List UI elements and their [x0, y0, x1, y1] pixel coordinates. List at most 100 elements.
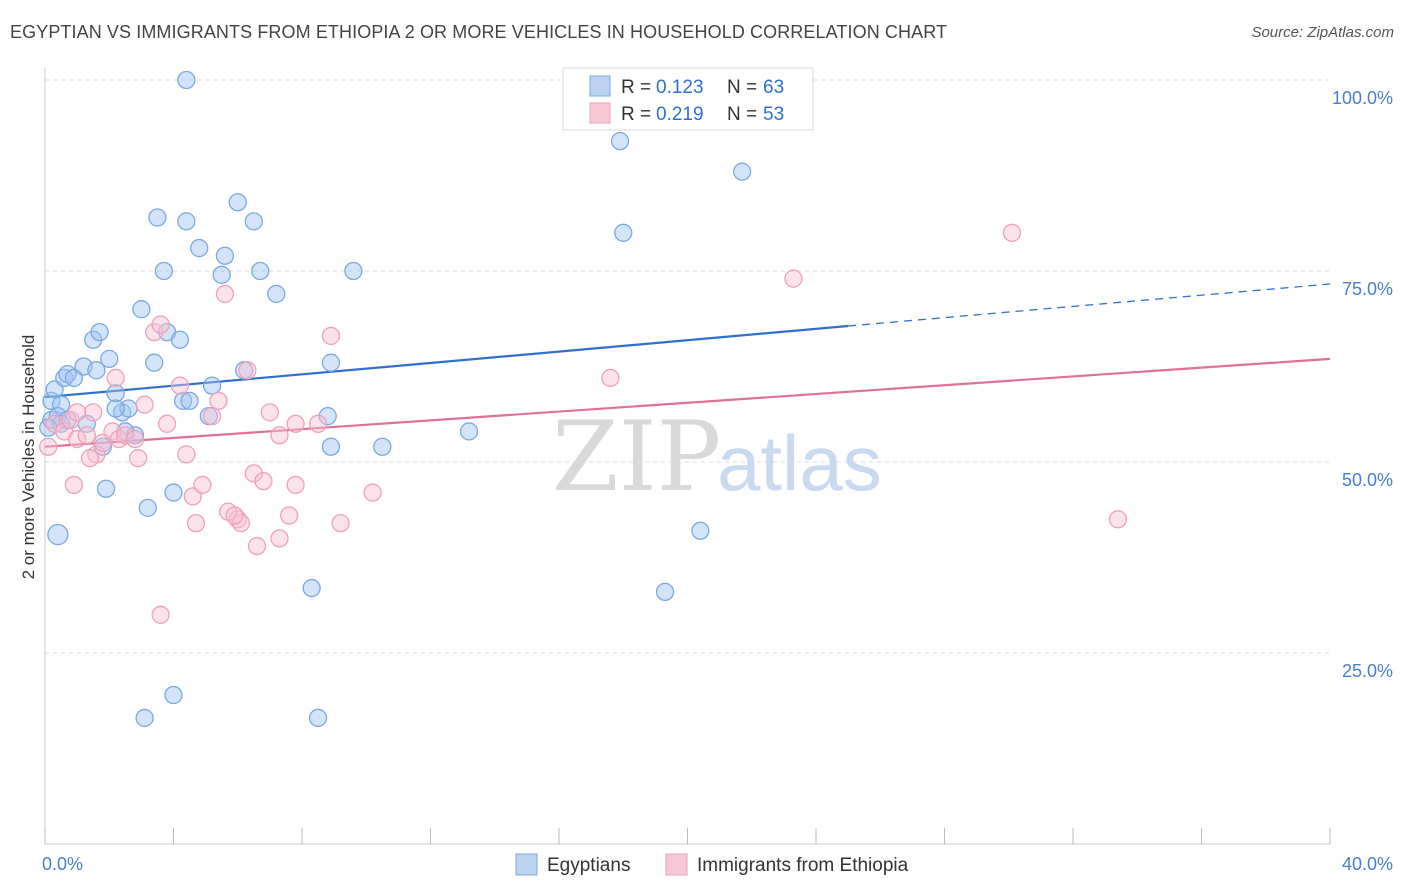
chart-title: EGYPTIAN VS IMMIGRANTS FROM ETHIOPIA 2 O… [10, 22, 948, 42]
ethiopia-point-32 [286, 475, 305, 495]
egyptians-point-59 [164, 483, 183, 502]
ethiopia-point-6 [84, 403, 103, 422]
egyptians-point-15 [106, 384, 125, 403]
ethiopia-point-46 [270, 529, 289, 548]
series-label-egyptians: Egyptians [547, 855, 630, 876]
egyptians-point-43 [318, 407, 337, 426]
source-credit: Source: ZipAtlas.com [1251, 24, 1394, 41]
egyptians-point-50 [732, 162, 752, 181]
ethiopia-point-13 [135, 395, 154, 414]
egyptians-point-48 [610, 131, 630, 151]
ethiopia-point-21 [202, 407, 222, 426]
egyptians-point-31 [177, 212, 196, 231]
egyptians-point-53 [302, 578, 321, 598]
egyptians-point-51 [691, 521, 710, 540]
egyptians-point-38 [244, 212, 263, 231]
egyptians-point-56 [308, 708, 328, 728]
y-axis-label: 2 or more Vehicles in Household [19, 335, 38, 580]
egyptians-point-44 [321, 437, 341, 456]
ethiopia-point-47 [601, 368, 620, 388]
ethiopia-point-49 [1002, 223, 1022, 242]
egyptians-point-33 [202, 376, 222, 395]
ethiopia-point-38 [80, 449, 100, 468]
x-tick-label-max: 40.0% [1342, 854, 1393, 874]
ethiopia-point-37 [106, 368, 125, 388]
y-tick-label-2: 50.0% [1342, 470, 1393, 490]
egyptians-point-35 [215, 246, 235, 265]
egyptians-point-52 [655, 582, 675, 602]
egyptians-point-25 [148, 208, 167, 227]
egyptians-point-49 [614, 223, 633, 242]
data-points [39, 70, 1128, 728]
egyptians-point-29 [173, 391, 193, 411]
ethiopia-point-48 [784, 269, 803, 288]
y-tick-label-1: 75.0% [1342, 279, 1393, 299]
legend-n-value-1: 63 [763, 77, 784, 98]
egyptians-point-58 [138, 498, 157, 517]
ethiopia-point-30 [279, 506, 299, 525]
legend-n-label-1: N = [727, 77, 757, 98]
egyptians-point-40 [267, 284, 286, 304]
ethiopia-point-42 [186, 513, 206, 533]
egyptians-point-0 [42, 391, 61, 411]
ethiopia-point-20 [193, 475, 212, 495]
egyptians-point-42 [344, 261, 363, 281]
egyptians-point-24 [145, 353, 164, 372]
watermark-atlas: atlas [717, 419, 882, 507]
ethiopia-point-11 [116, 426, 135, 445]
egyptians-point-46 [459, 422, 479, 441]
ethiopia-point-52 [225, 506, 244, 525]
ethiopia-point-25 [238, 361, 257, 380]
ethiopia-point-0 [39, 437, 58, 456]
ethiopia-point-39 [64, 475, 84, 495]
series-label-ethiopia: Immigrants from Ethiopia [697, 855, 909, 876]
ethiopia-point-40 [129, 449, 148, 468]
ethiopia-point-27 [254, 471, 273, 491]
egyptians-point-30 [180, 391, 199, 411]
egyptians-point-34 [212, 265, 231, 284]
ethiopia-point-34 [321, 326, 341, 346]
ethiopia-point-35 [331, 513, 350, 533]
ethiopia-point-15 [151, 315, 170, 334]
egyptians-point-14 [100, 349, 119, 369]
series-swatch-egyptians [515, 853, 538, 876]
ethiopia-point-4 [67, 429, 87, 449]
egyptians-point-39 [251, 261, 270, 281]
legend-swatch-pink [589, 102, 611, 124]
ethiopia-point-33 [308, 414, 328, 433]
axes [44, 68, 1331, 845]
egyptians-point-2 [51, 395, 71, 414]
egyptians-point-26 [154, 261, 174, 281]
egyptians-point-47 [177, 70, 196, 90]
y-tick-labels: 100.0% 75.0% 50.0% 25.0% [1332, 88, 1393, 681]
ethiopia-point-5 [77, 426, 96, 445]
egyptians-point-55 [164, 685, 183, 705]
ethiopia-point-12 [125, 429, 145, 449]
series-legend: Egyptians Immigrants from Ethiopia [515, 853, 909, 876]
legend-r-label-1: R = [621, 77, 651, 98]
egyptians-point-60 [47, 523, 69, 546]
y-tick-label-3: 25.0% [1342, 661, 1393, 681]
egyptians-point-41 [321, 353, 341, 372]
ethiopia-point-29 [270, 426, 289, 445]
ethiopia-point-26 [244, 464, 263, 483]
egyptians-point-12 [90, 322, 109, 342]
egyptians-trend-line [44, 324, 849, 399]
legend-r-label-2: R = [621, 104, 651, 125]
ethiopia-point-17 [170, 376, 190, 395]
legend-swatch-blue [589, 75, 611, 97]
watermark-zip: ZIP [552, 401, 721, 513]
egyptians-point-21 [106, 399, 125, 418]
legend-r-value-1: 0.123 [656, 77, 704, 98]
egyptians-point-54 [135, 708, 154, 728]
x-tick-label-min: 0.0% [42, 854, 83, 874]
trend-lines [44, 283, 1331, 448]
legend-n-label-2: N = [727, 104, 757, 125]
egyptians-point-28 [170, 330, 190, 349]
ethiopia-point-22 [209, 391, 228, 411]
ethiopia-point-18 [177, 445, 196, 464]
egyptians-point-36 [228, 193, 247, 212]
egyptians-point-13 [87, 361, 106, 380]
series-swatch-ethiopia [665, 853, 688, 876]
